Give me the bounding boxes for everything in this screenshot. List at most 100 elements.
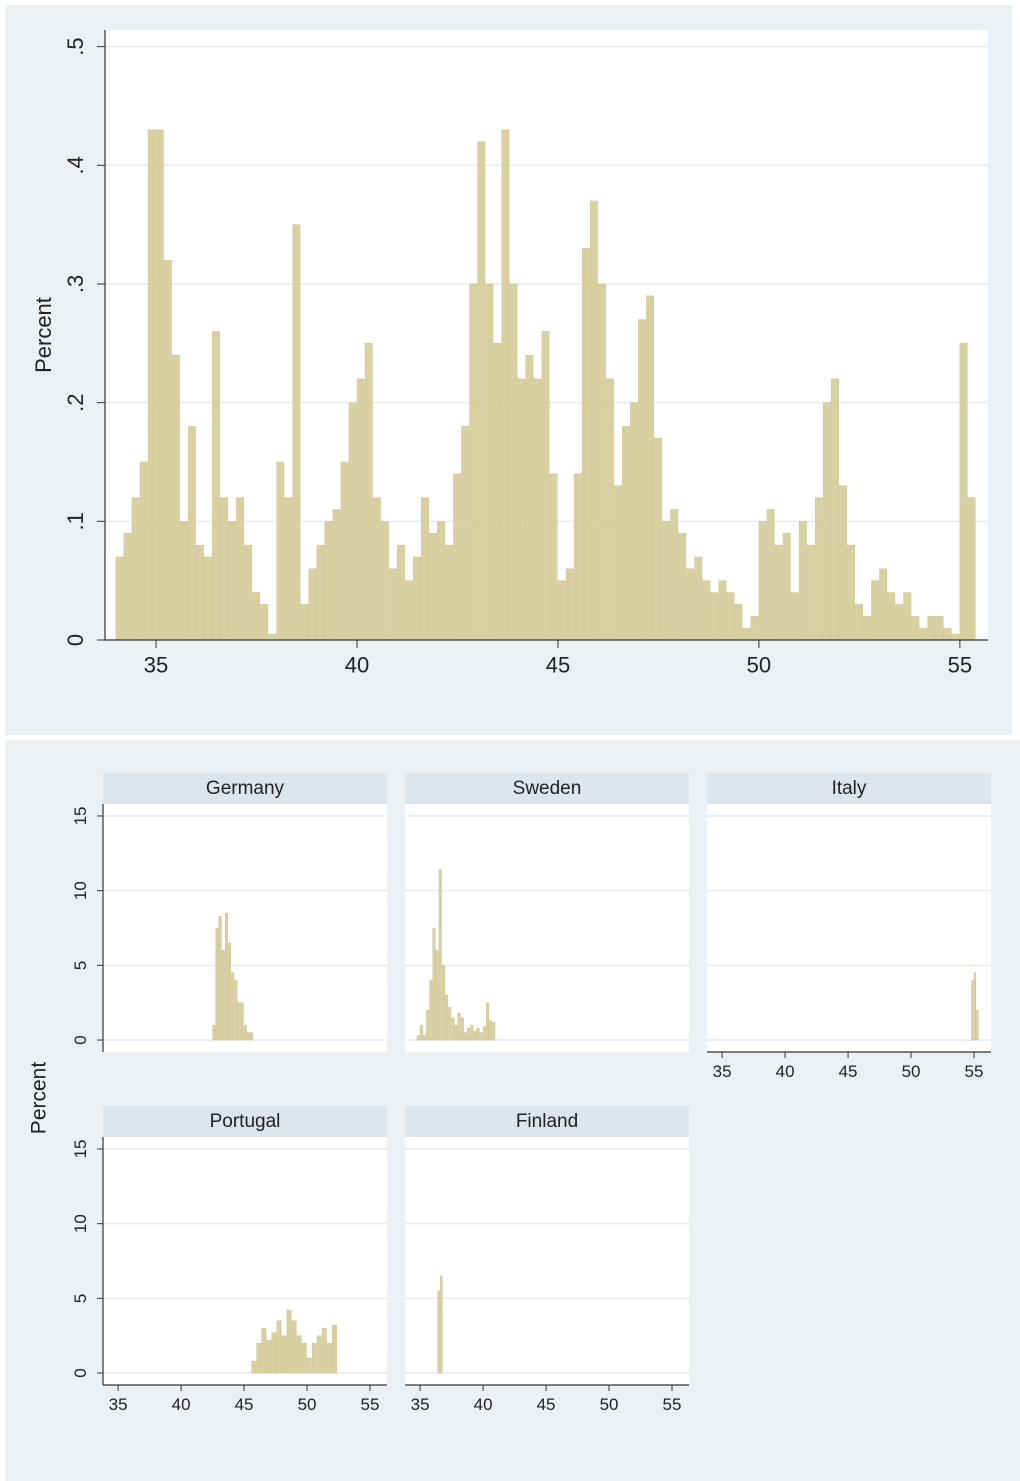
bar: [224, 912, 228, 1041]
bar: [163, 260, 172, 641]
bar: [441, 965, 445, 1041]
bar: [372, 497, 381, 641]
bar: [973, 972, 977, 1041]
bar: [501, 129, 510, 641]
bar: [187, 426, 196, 641]
bar: [718, 580, 727, 641]
bar: [638, 319, 646, 641]
y-tick-label: 5: [71, 961, 90, 970]
bar: [228, 521, 237, 641]
y-tick-label: 0: [71, 1035, 90, 1044]
bar: [419, 1024, 423, 1041]
bar: [435, 950, 439, 1041]
bar: [971, 980, 974, 1041]
plot-area: [103, 1137, 387, 1385]
bar: [798, 521, 807, 641]
plot-area: [103, 804, 387, 1052]
bar: [284, 497, 293, 641]
bar: [614, 485, 622, 641]
bar: [252, 592, 261, 641]
x-tick-label: 50: [298, 1395, 317, 1414]
bar: [306, 1357, 312, 1374]
bar: [493, 343, 502, 641]
x-tick-label: 50: [600, 1395, 619, 1414]
bar: [445, 995, 449, 1041]
bar: [525, 354, 534, 641]
bar: [581, 248, 590, 641]
panel-strip: [405, 773, 689, 804]
bar: [179, 521, 188, 641]
bar: [533, 378, 542, 641]
x-tick-label: 40: [474, 1395, 493, 1414]
bar: [437, 1290, 440, 1374]
bar: [237, 1002, 241, 1041]
y-tick-label: 10: [71, 1214, 90, 1233]
bar: [654, 438, 663, 641]
bar: [935, 616, 944, 641]
panel-strip: [103, 1106, 387, 1137]
bar: [509, 283, 518, 641]
bar: [734, 604, 743, 641]
bar: [423, 1035, 427, 1041]
bar: [694, 556, 703, 641]
bar: [218, 915, 222, 1041]
bar: [742, 627, 751, 641]
y-tick-label: .2: [63, 393, 88, 411]
bar: [421, 497, 429, 641]
bar: [782, 532, 791, 641]
y-tick-label: .1: [63, 512, 88, 530]
x-tick-label: 40: [345, 653, 369, 678]
bar: [451, 1017, 455, 1041]
bar: [301, 1342, 307, 1374]
bar: [416, 1035, 420, 1041]
bar: [308, 568, 317, 641]
bar: [231, 972, 235, 1041]
bar: [147, 129, 156, 641]
bar: [316, 544, 325, 641]
bar: [276, 1320, 282, 1374]
bar: [155, 129, 164, 641]
x-tick-label: 40: [776, 1062, 795, 1081]
bar: [281, 1335, 287, 1374]
bar: [215, 927, 219, 1041]
bar: [247, 1032, 250, 1041]
bar: [467, 1027, 471, 1041]
bar: [895, 604, 904, 641]
bar: [115, 556, 124, 641]
bar: [429, 980, 433, 1041]
y-tick-label: 15: [71, 1139, 90, 1158]
bar: [244, 544, 253, 641]
bar: [774, 544, 783, 641]
bar: [871, 580, 880, 641]
panel-title: Portugal: [210, 1111, 281, 1132]
bar: [839, 485, 847, 641]
bar: [240, 1002, 244, 1041]
x-tick-label: 45: [839, 1062, 858, 1081]
bar: [470, 1024, 474, 1041]
bar: [396, 544, 405, 641]
bar: [662, 521, 671, 641]
bar: [927, 616, 936, 641]
panel-title: Finland: [516, 1111, 578, 1132]
bar: [260, 604, 269, 641]
x-tick-label: 55: [948, 653, 972, 678]
bar: [879, 568, 888, 641]
panel-title: Sweden: [513, 778, 582, 799]
panel-strip: [707, 773, 991, 804]
bar: [454, 1024, 458, 1041]
bar: [256, 1342, 262, 1374]
bar: [589, 200, 598, 641]
plot-area: [405, 1137, 689, 1385]
bar: [413, 556, 421, 641]
bar: [348, 402, 357, 641]
panel-title: Germany: [206, 778, 285, 799]
bar: [460, 1017, 464, 1041]
bar: [863, 616, 872, 641]
bar: [332, 1325, 337, 1374]
bar: [438, 869, 442, 1041]
x-tick-label: 45: [537, 1395, 556, 1414]
bar: [261, 1328, 267, 1374]
bar: [887, 592, 896, 641]
bar: [790, 592, 799, 641]
y-axis-title: Percent: [31, 297, 56, 373]
